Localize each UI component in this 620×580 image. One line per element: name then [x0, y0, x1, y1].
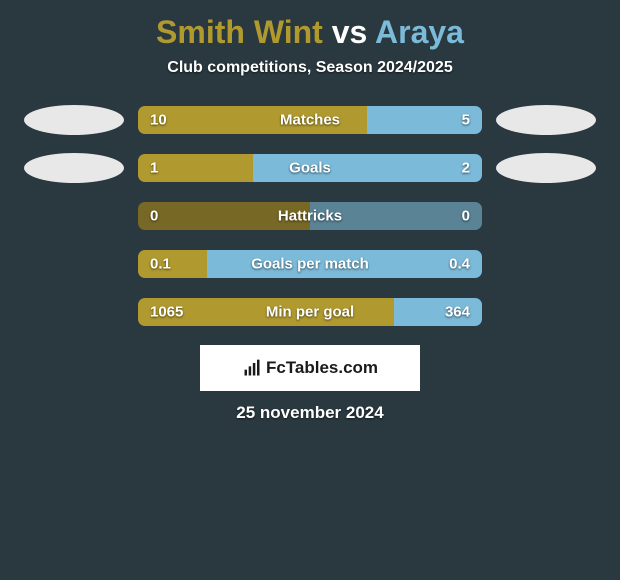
date-text: 25 november 2024 — [0, 403, 620, 423]
title: Smith Wint vs Araya — [0, 14, 620, 51]
subtitle: Club competitions, Season 2024/2025 — [0, 59, 620, 77]
stat-label: Matches — [138, 112, 482, 129]
stat-label: Hattricks — [138, 208, 482, 225]
player2-avatar — [496, 105, 596, 135]
comparison-card: Smith Wint vs Araya Club competitions, S… — [0, 0, 620, 423]
chart-icon — [242, 358, 262, 378]
avatar-spacer — [24, 249, 124, 279]
stat-row: 0.10.4Goals per match — [0, 249, 620, 279]
stat-row: 12Goals — [0, 153, 620, 183]
avatar-spacer — [496, 297, 596, 327]
stat-bar: 00Hattricks — [138, 202, 482, 230]
player1-avatar — [24, 105, 124, 135]
stat-rows: 105Matches 12Goals 00Hattricks 0.10.4Goals … — [0, 105, 620, 327]
stat-bar: 105Matches — [138, 106, 482, 134]
player2-avatar — [496, 153, 596, 183]
brand-box[interactable]: FcTables.com — [200, 345, 420, 391]
stat-label: Goals per match — [138, 256, 482, 273]
avatar-spacer — [24, 297, 124, 327]
avatar-spacer — [496, 201, 596, 231]
stat-bar: 1065364Min per goal — [138, 298, 482, 326]
stat-label: Goals — [138, 160, 482, 177]
player1-name: Smith Wint — [156, 14, 323, 50]
stat-row: 105Matches — [0, 105, 620, 135]
stat-row: 00Hattricks — [0, 201, 620, 231]
vs-text: vs — [332, 14, 368, 50]
stat-bar: 12Goals — [138, 154, 482, 182]
avatar-spacer — [24, 201, 124, 231]
brand-logo: FcTables.com — [242, 358, 378, 378]
stat-label: Min per goal — [138, 304, 482, 321]
stat-bar: 0.10.4Goals per match — [138, 250, 482, 278]
player2-name: Araya — [375, 14, 464, 50]
stat-row: 1065364Min per goal — [0, 297, 620, 327]
avatar-spacer — [496, 249, 596, 279]
player1-avatar — [24, 153, 124, 183]
brand-text: FcTables.com — [266, 358, 378, 378]
